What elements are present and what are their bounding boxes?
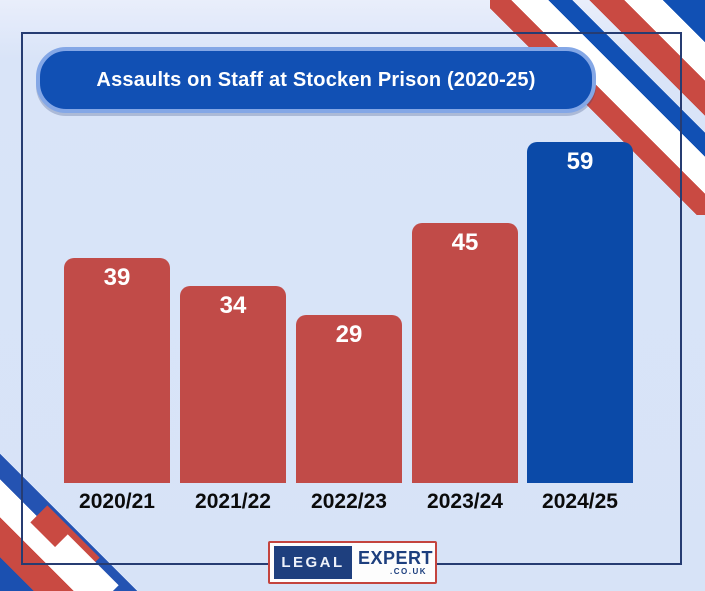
logo-expert-block: EXPERT .CO.UK bbox=[352, 549, 435, 576]
bar-value-label: 45 bbox=[451, 229, 479, 256]
bar-value-label: 34 bbox=[219, 292, 247, 319]
logo-expert-text: EXPERT bbox=[357, 548, 434, 568]
logo-couk-text: .CO.UK bbox=[390, 567, 427, 576]
x-axis-tick-label: 2022/23 bbox=[311, 490, 387, 513]
x-axis-tick-label: 2021/22 bbox=[195, 490, 271, 513]
legal-expert-logo: LEGAL EXPERT .CO.UK bbox=[268, 541, 437, 584]
bar: 45 bbox=[412, 223, 518, 483]
logo-legal-block: LEGAL bbox=[274, 546, 352, 579]
bar-value-label: 59 bbox=[566, 148, 594, 175]
bar: 29 bbox=[296, 315, 402, 483]
x-axis-tick-label: 2023/24 bbox=[427, 490, 503, 513]
x-axis-tick-label: 2024/25 bbox=[542, 490, 618, 513]
bar: 39 bbox=[64, 258, 170, 483]
bar-value-label: 39 bbox=[103, 264, 131, 291]
chart-title-banner: Assaults on Staff at Stocken Prison (202… bbox=[36, 47, 596, 113]
chart-title: Assaults on Staff at Stocken Prison (202… bbox=[96, 68, 536, 91]
bar: 34 bbox=[180, 286, 286, 483]
bar-value-label: 29 bbox=[335, 321, 363, 348]
bar: 59 bbox=[527, 142, 633, 483]
logo-legal-text: LEGAL bbox=[281, 554, 345, 571]
x-axis-tick-label: 2020/21 bbox=[79, 490, 155, 513]
